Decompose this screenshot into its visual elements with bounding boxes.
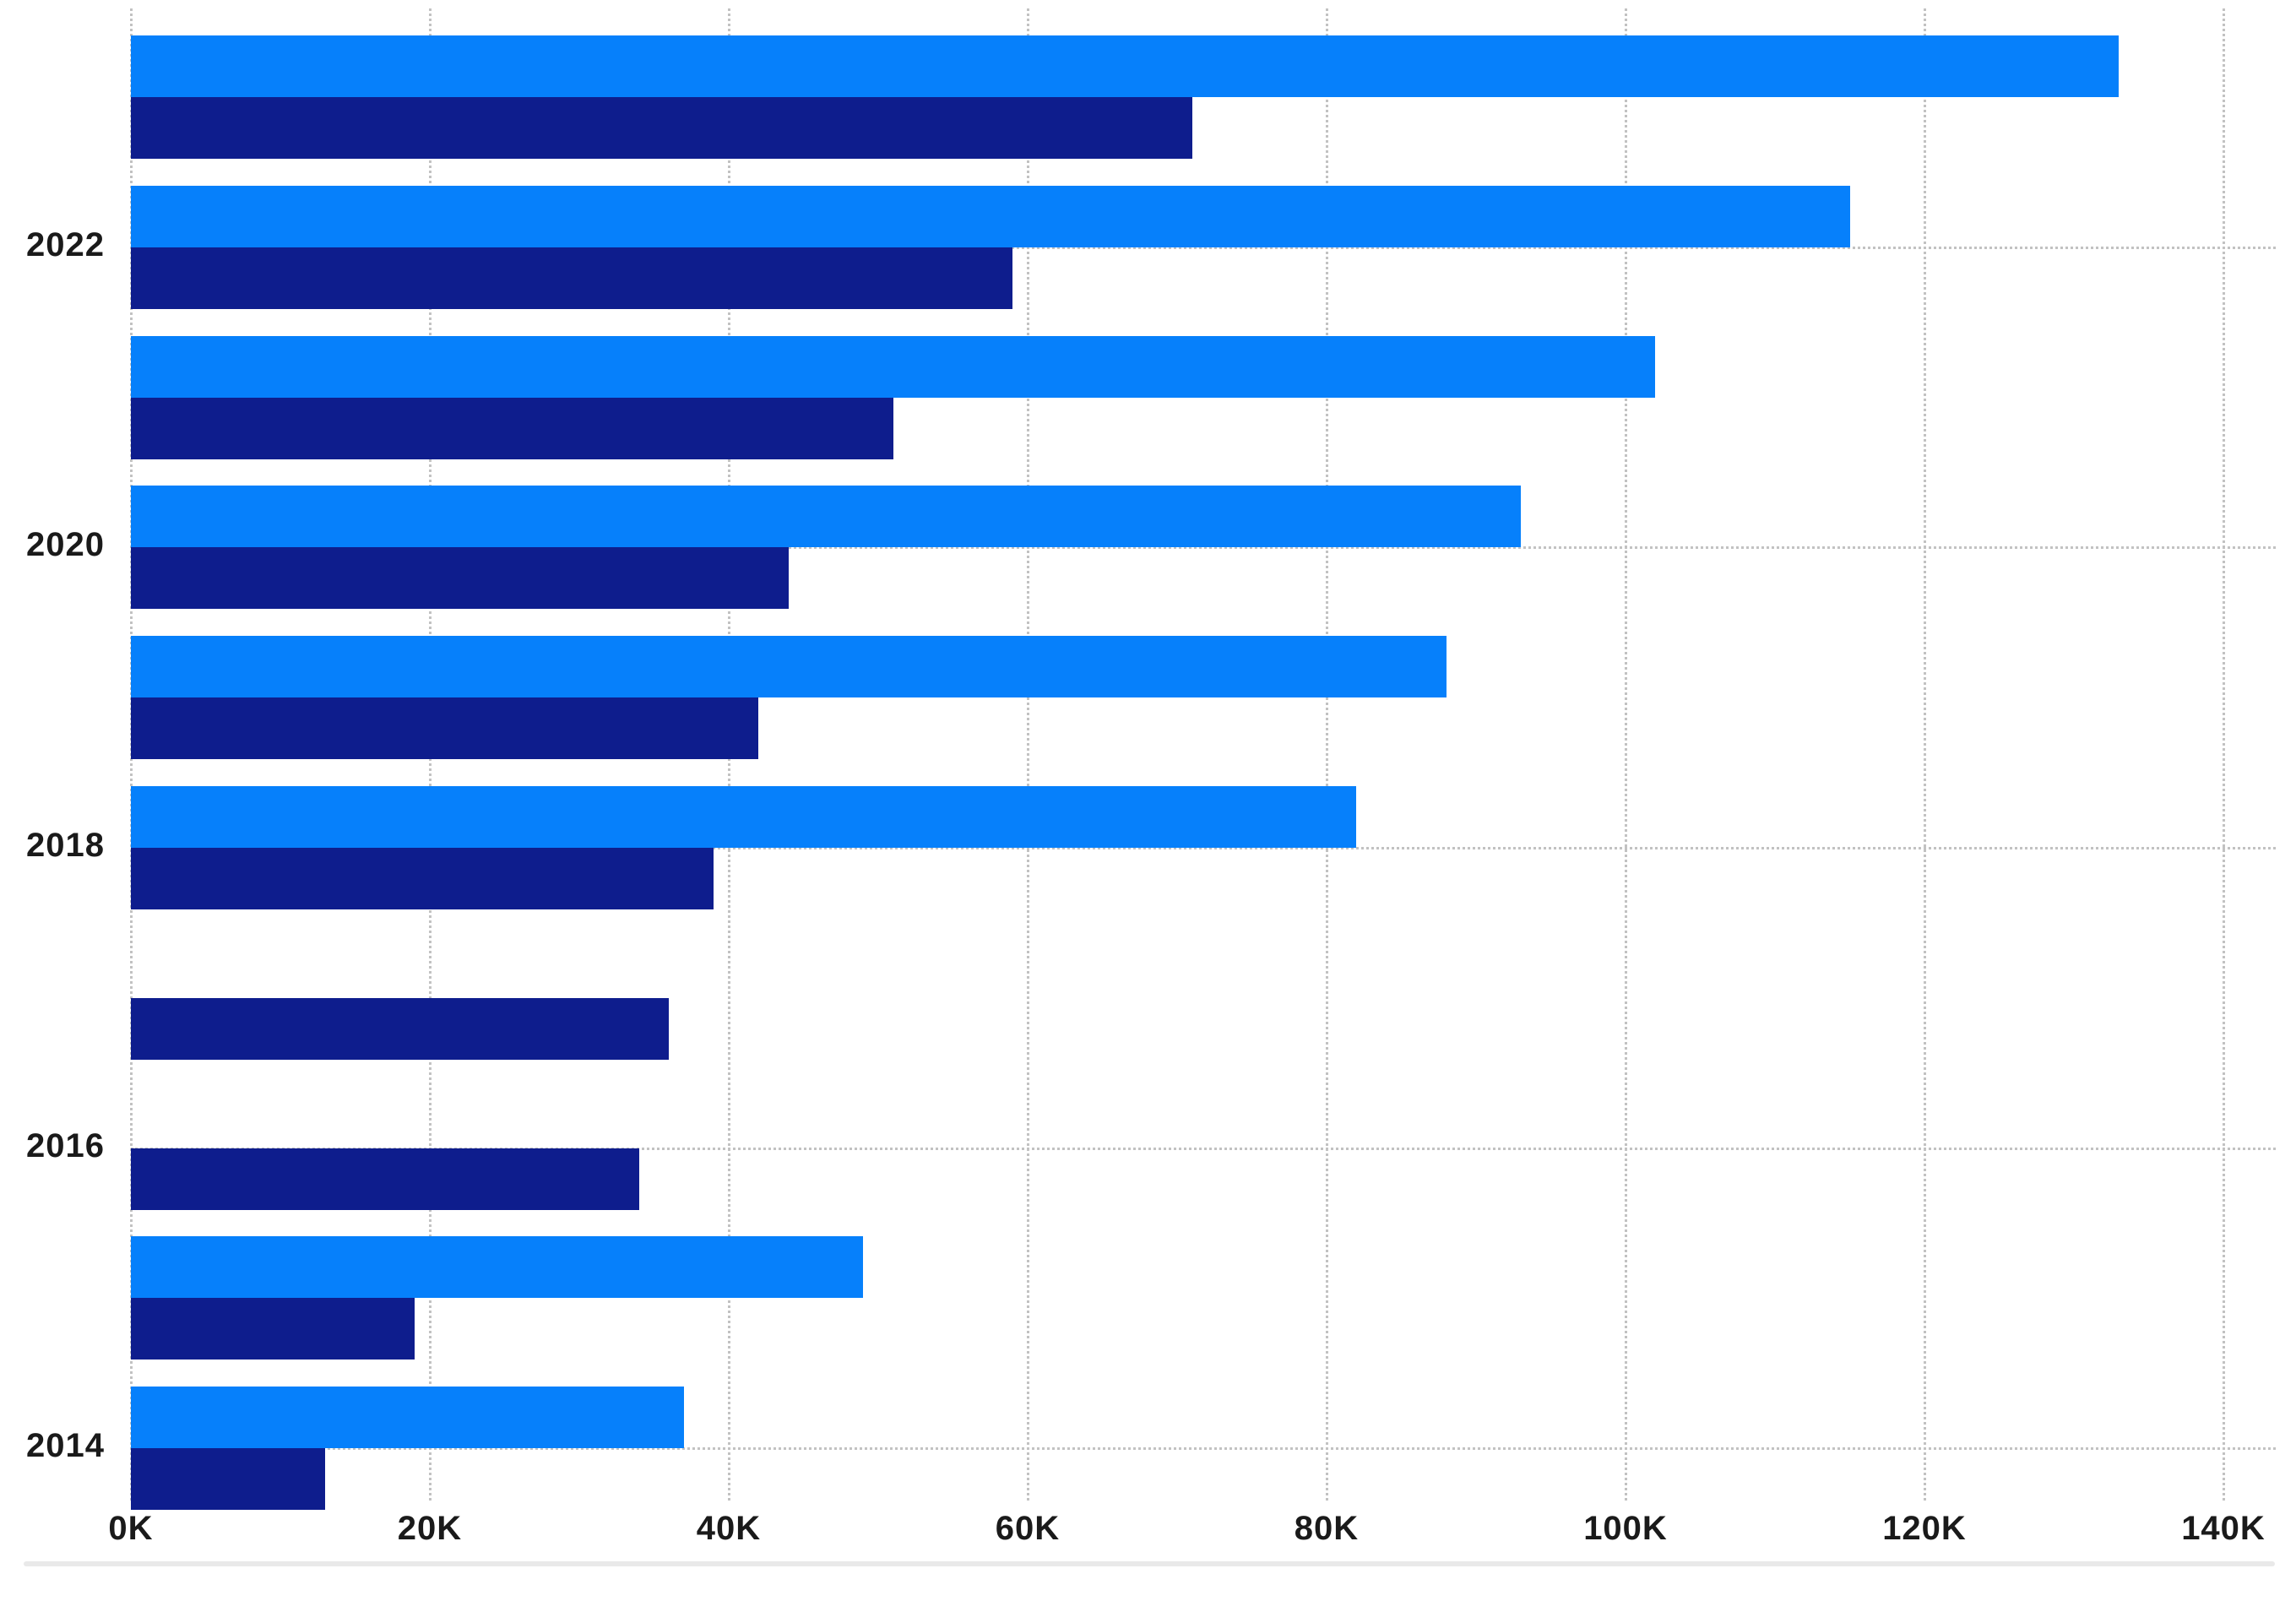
bar-2014-dark xyxy=(131,1448,325,1510)
x-gridline-80K xyxy=(1326,8,1328,1501)
bar-2020-light xyxy=(131,486,1521,547)
bar-2021-light xyxy=(131,336,1655,398)
y-tick-label-2018: 2018 xyxy=(26,827,105,864)
x-gridline-140K xyxy=(2223,8,2225,1501)
y-gridline-2014 xyxy=(131,1447,2276,1450)
bar-2023-light xyxy=(131,35,2119,97)
x-tick-label-20K: 20K xyxy=(397,1510,463,1547)
bar-2016-dark xyxy=(131,1148,639,1210)
y-gridline-2016 xyxy=(131,1148,2276,1150)
x-tick-label-0K: 0K xyxy=(108,1510,154,1547)
y-gridline-2018 xyxy=(131,847,2276,849)
bar-2015-dark xyxy=(131,1298,415,1359)
bar-2018-light xyxy=(131,786,1356,848)
bar-2021-dark xyxy=(131,398,893,459)
y-tick-label-2014: 2014 xyxy=(26,1427,105,1464)
bar-2019-dark xyxy=(131,697,758,759)
x-tick-label-100K: 100K xyxy=(1583,1510,1668,1547)
bar-2022-dark xyxy=(131,247,1012,309)
y-gridline-2020 xyxy=(131,546,2276,549)
bar-2020-dark xyxy=(131,547,789,609)
bar-2015-light xyxy=(131,1236,863,1298)
bar-2014-light xyxy=(131,1387,684,1448)
x-tick-label-140K: 140K xyxy=(2181,1510,2266,1547)
x-gridline-100K xyxy=(1625,8,1627,1501)
bar-2018-dark xyxy=(131,848,714,909)
bar-2023-dark xyxy=(131,97,1192,159)
x-tick-label-80K: 80K xyxy=(1294,1510,1360,1547)
bar-2017-dark xyxy=(131,998,669,1060)
bar-2019-light xyxy=(131,636,1447,697)
y-tick-label-2016: 2016 xyxy=(26,1127,105,1164)
bar-2022-light xyxy=(131,186,1850,247)
y-tick-label-2020: 2020 xyxy=(26,526,105,563)
x-tick-label-120K: 120K xyxy=(1882,1510,1967,1547)
y-gridline-2022 xyxy=(131,247,2276,249)
y-tick-label-2022: 2022 xyxy=(26,226,105,263)
x-gridline-60K xyxy=(1027,8,1029,1501)
bottom-divider-line xyxy=(24,1561,2275,1566)
x-gridline-120K xyxy=(1924,8,1926,1501)
x-tick-label-40K: 40K xyxy=(696,1510,762,1547)
x-tick-label-60K: 60K xyxy=(995,1510,1061,1547)
